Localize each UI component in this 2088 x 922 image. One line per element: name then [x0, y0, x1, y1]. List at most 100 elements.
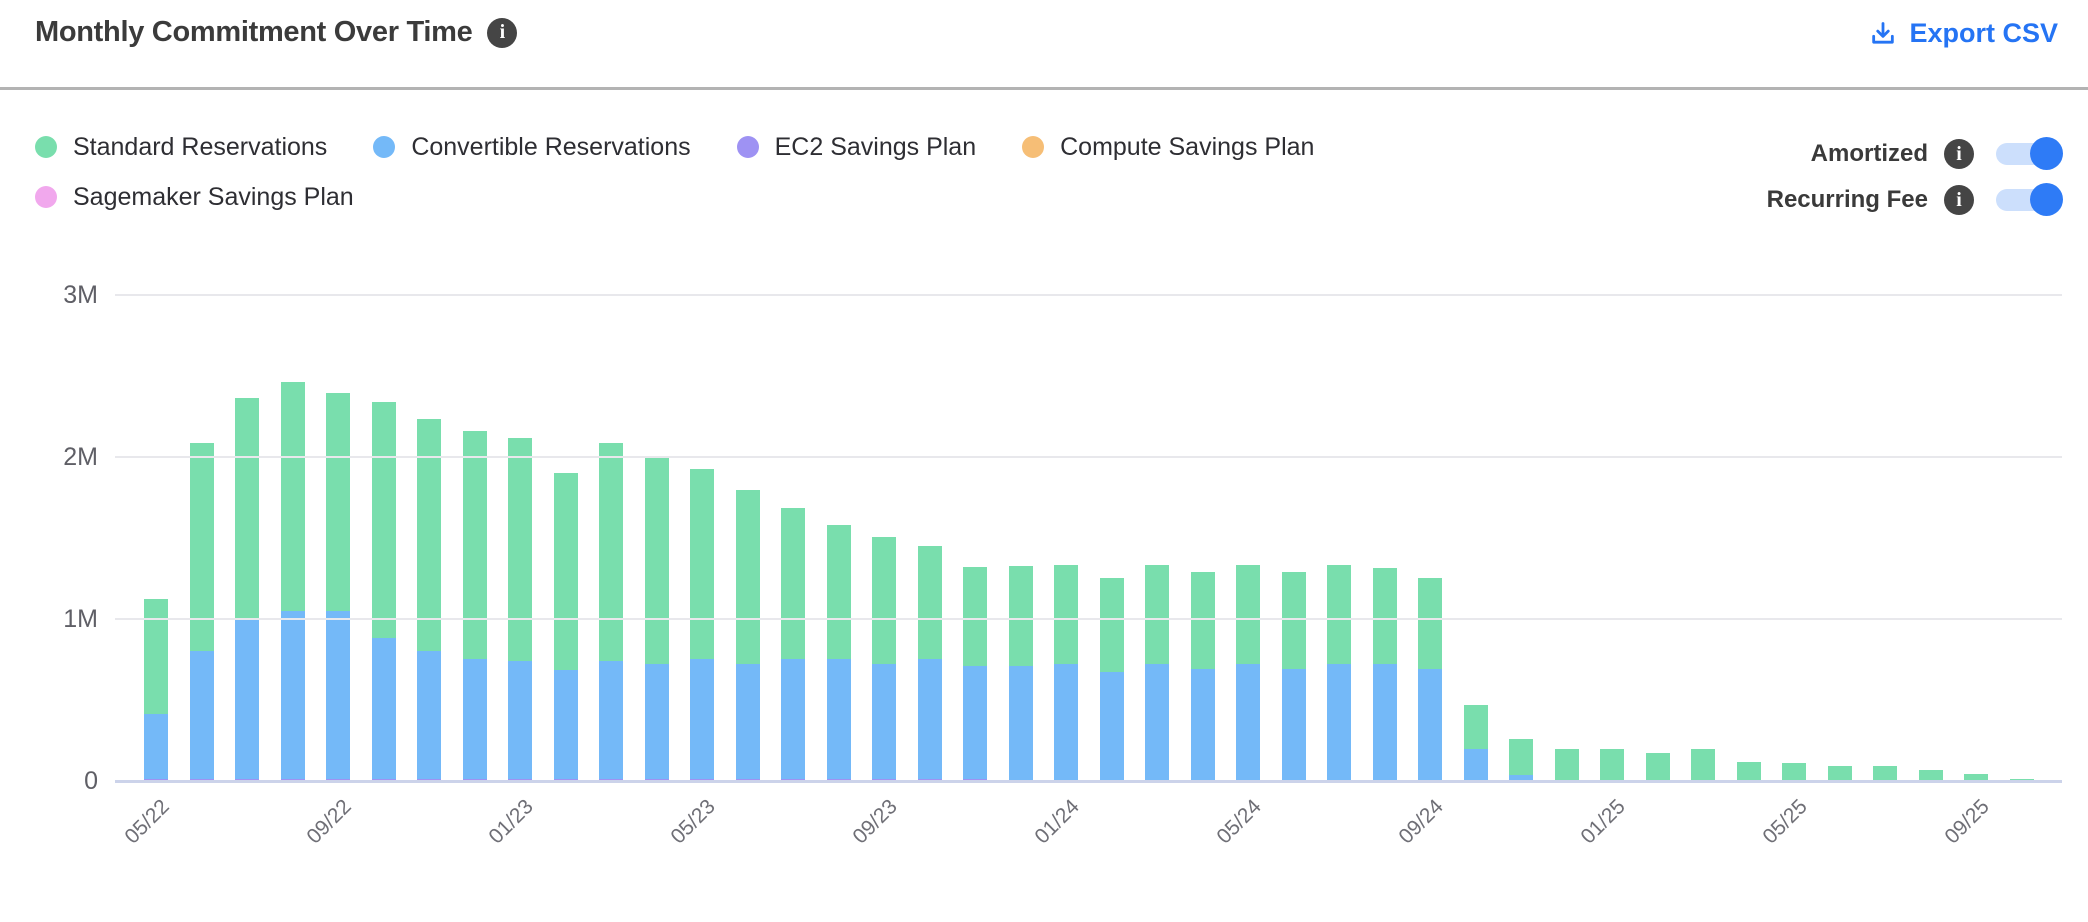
- header-divider: [0, 87, 2088, 90]
- bar-09-24[interactable]: [1418, 578, 1442, 781]
- bar-01-25[interactable]: [1600, 749, 1624, 781]
- bar-segment-convertible-reservations: [599, 661, 623, 779]
- legend-item-standard-reservations[interactable]: Standard Reservations: [35, 130, 327, 164]
- bar-04-25[interactable]: [1737, 762, 1761, 781]
- export-csv-button[interactable]: Export CSV: [1869, 18, 2058, 49]
- bar-segment-convertible-reservations: [1191, 669, 1215, 781]
- legend-dot-icon: [35, 186, 57, 208]
- bar-01-23[interactable]: [508, 438, 532, 781]
- bar-01-24[interactable]: [1054, 565, 1078, 781]
- bar-05-23[interactable]: [690, 469, 714, 781]
- bar-segment-ec2-savings-plan: [417, 779, 441, 781]
- bar-segment-standard-reservations: [235, 398, 259, 619]
- bar-07-25[interactable]: [1873, 766, 1897, 781]
- y-axis-tick-label: 0: [84, 767, 98, 795]
- bar-segment-ec2-savings-plan: [872, 779, 896, 781]
- bar-10-22[interactable]: [372, 402, 396, 781]
- bar-11-23[interactable]: [963, 567, 987, 781]
- bar-segment-convertible-reservations: [645, 664, 669, 779]
- bar-04-23[interactable]: [645, 456, 669, 781]
- bar-segment-convertible-reservations: [235, 619, 259, 779]
- bar-05-25[interactable]: [1782, 763, 1806, 781]
- bar-12-24[interactable]: [1555, 749, 1579, 781]
- plot-area: [115, 295, 2062, 781]
- bar-segment-ec2-savings-plan: [235, 779, 259, 781]
- bar-segment-standard-reservations: [1828, 766, 1852, 781]
- legend-label: EC2 Savings Plan: [774, 132, 977, 161]
- bar-segment-ec2-savings-plan: [508, 779, 532, 781]
- bar-12-23[interactable]: [1009, 566, 1033, 781]
- bar-03-25[interactable]: [1691, 749, 1715, 781]
- bar-segment-standard-reservations: [463, 431, 487, 659]
- bar-03-23[interactable]: [599, 443, 623, 781]
- bar-10-24[interactable]: [1464, 705, 1488, 781]
- bar-segment-standard-reservations: [645, 456, 669, 664]
- chart-legend: Standard Reservations Convertible Reserva…: [35, 130, 1515, 214]
- bar-segment-standard-reservations: [1100, 578, 1124, 672]
- bar-07-22[interactable]: [235, 398, 259, 781]
- bar-02-23[interactable]: [554, 473, 578, 781]
- bar-06-22[interactable]: [190, 443, 214, 781]
- bar-segment-standard-reservations: [1646, 753, 1670, 781]
- bar-segment-standard-reservations: [918, 546, 942, 659]
- bar-11-24[interactable]: [1509, 739, 1533, 781]
- recurring-fee-toggle[interactable]: [1996, 183, 2063, 216]
- bar-06-24[interactable]: [1282, 572, 1306, 781]
- legend-dot-icon: [1022, 136, 1045, 158]
- x-axis-baseline: [115, 780, 2062, 783]
- bar-07-24[interactable]: [1327, 565, 1351, 781]
- bar-segment-standard-reservations: [508, 438, 532, 661]
- y-axis-tick-label: 1M: [63, 605, 98, 633]
- bar-05-24[interactable]: [1236, 565, 1260, 781]
- legend-item-compute-savings-plan[interactable]: Compute Savings Plan: [1022, 130, 1314, 164]
- bar-segment-standard-reservations: [599, 443, 623, 661]
- bar-11-22[interactable]: [417, 419, 441, 781]
- bar-05-22[interactable]: [144, 599, 168, 781]
- bar-04-24[interactable]: [1191, 572, 1215, 781]
- bar-segment-convertible-reservations: [827, 659, 851, 779]
- bar-segment-standard-reservations: [1236, 565, 1260, 664]
- bar-segment-convertible-reservations: [326, 611, 350, 779]
- bar-10-25[interactable]: [2010, 779, 2034, 781]
- bar-segment-standard-reservations: [1145, 565, 1169, 664]
- bar-09-22[interactable]: [326, 393, 350, 781]
- info-circle-icon[interactable]: i: [487, 17, 518, 48]
- bar-08-25[interactable]: [1919, 770, 1943, 781]
- legend-item-ec2-savings-plan[interactable]: EC2 Savings Plan: [736, 130, 977, 164]
- recurring-fee-toggle-row: Recurring Fee i: [1767, 183, 2063, 217]
- bar-segment-convertible-reservations: [1100, 672, 1124, 781]
- bar-08-24[interactable]: [1373, 568, 1397, 781]
- amortized-toggle[interactable]: [1996, 137, 2063, 170]
- bar-segment-standard-reservations: [781, 508, 805, 659]
- bar-segment-ec2-savings-plan: [781, 779, 805, 781]
- bar-09-23[interactable]: [872, 537, 896, 781]
- bar-segment-ec2-savings-plan: [281, 779, 305, 781]
- bar-12-22[interactable]: [463, 431, 487, 781]
- legend-item-sagemaker-savings-plan[interactable]: Sagemaker Savings Plan: [35, 180, 354, 214]
- bar-segment-standard-reservations: [372, 402, 396, 638]
- legend-dot-icon: [35, 136, 57, 158]
- bar-06-25[interactable]: [1828, 766, 1852, 781]
- amortized-label: Amortized: [1810, 140, 1928, 167]
- bar-02-24[interactable]: [1100, 578, 1124, 781]
- bar-segment-ec2-savings-plan: [736, 779, 760, 781]
- bar-07-23[interactable]: [781, 508, 805, 781]
- bar-09-25[interactable]: [1964, 774, 1988, 781]
- bar-03-24[interactable]: [1145, 565, 1169, 781]
- amortized-toggle-row: Amortized i: [1810, 137, 2063, 171]
- bar-08-22[interactable]: [281, 382, 305, 781]
- bar-10-23[interactable]: [918, 546, 942, 781]
- amortized-info-icon[interactable]: i: [1944, 139, 1974, 169]
- x-axis-tick-label: 05/24: [1212, 795, 1267, 849]
- bar-segment-convertible-reservations: [963, 666, 987, 779]
- bar-segment-convertible-reservations: [463, 659, 487, 779]
- title-row: Monthly Commitment Over Time i: [35, 16, 518, 49]
- bar-segment-ec2-savings-plan: [599, 779, 623, 781]
- x-axis-tick-label: 01/23: [484, 795, 539, 849]
- bar-06-23[interactable]: [736, 490, 760, 781]
- bar-02-25[interactable]: [1646, 753, 1670, 781]
- bar-08-23[interactable]: [827, 525, 851, 781]
- legend-item-convertible-reservations[interactable]: Convertible Reservations: [373, 130, 691, 164]
- recurring-fee-info-icon[interactable]: i: [1944, 185, 1974, 215]
